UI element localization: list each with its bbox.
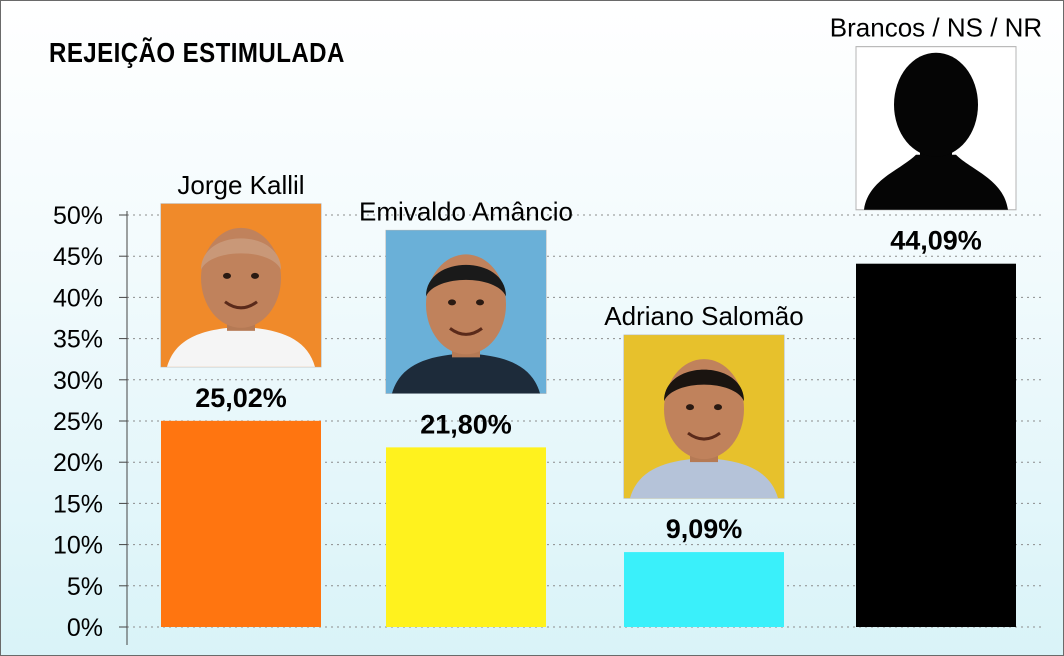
y-tick-label: 25% (53, 408, 103, 436)
data-label: 9,09% (666, 514, 743, 544)
y-tick-label: 45% (53, 243, 103, 271)
category-label: Adriano Salomão (604, 301, 803, 331)
category-label: Emivaldo Amâncio (359, 196, 573, 226)
person-photo-icon (160, 203, 322, 368)
bar (856, 263, 1016, 627)
person-photo-icon (623, 334, 785, 499)
bar (386, 447, 546, 627)
y-tick-label: 40% (53, 284, 103, 312)
data-label: 44,09% (890, 226, 982, 256)
y-tick-label: 5% (67, 573, 103, 601)
silhouette-icon (855, 46, 1017, 211)
person-photo-icon (385, 229, 547, 394)
category-label: Brancos / NS / NR (830, 13, 1042, 43)
y-tick-label: 10% (53, 532, 103, 560)
y-tick-label: 30% (53, 367, 103, 395)
y-tick-label: 20% (53, 449, 103, 477)
y-tick-label: 0% (67, 614, 103, 642)
data-label: 25,02% (195, 383, 287, 413)
y-tick-label: 15% (53, 490, 103, 518)
category-label: Jorge Kallil (177, 170, 304, 200)
y-tick-label: 35% (53, 326, 103, 354)
data-label: 21,80% (420, 409, 512, 439)
y-tick-label: 50% (53, 202, 103, 230)
bar (624, 552, 784, 627)
chart-title: REJEIÇÃO ESTIMULADA (49, 37, 345, 68)
bar (161, 420, 321, 627)
